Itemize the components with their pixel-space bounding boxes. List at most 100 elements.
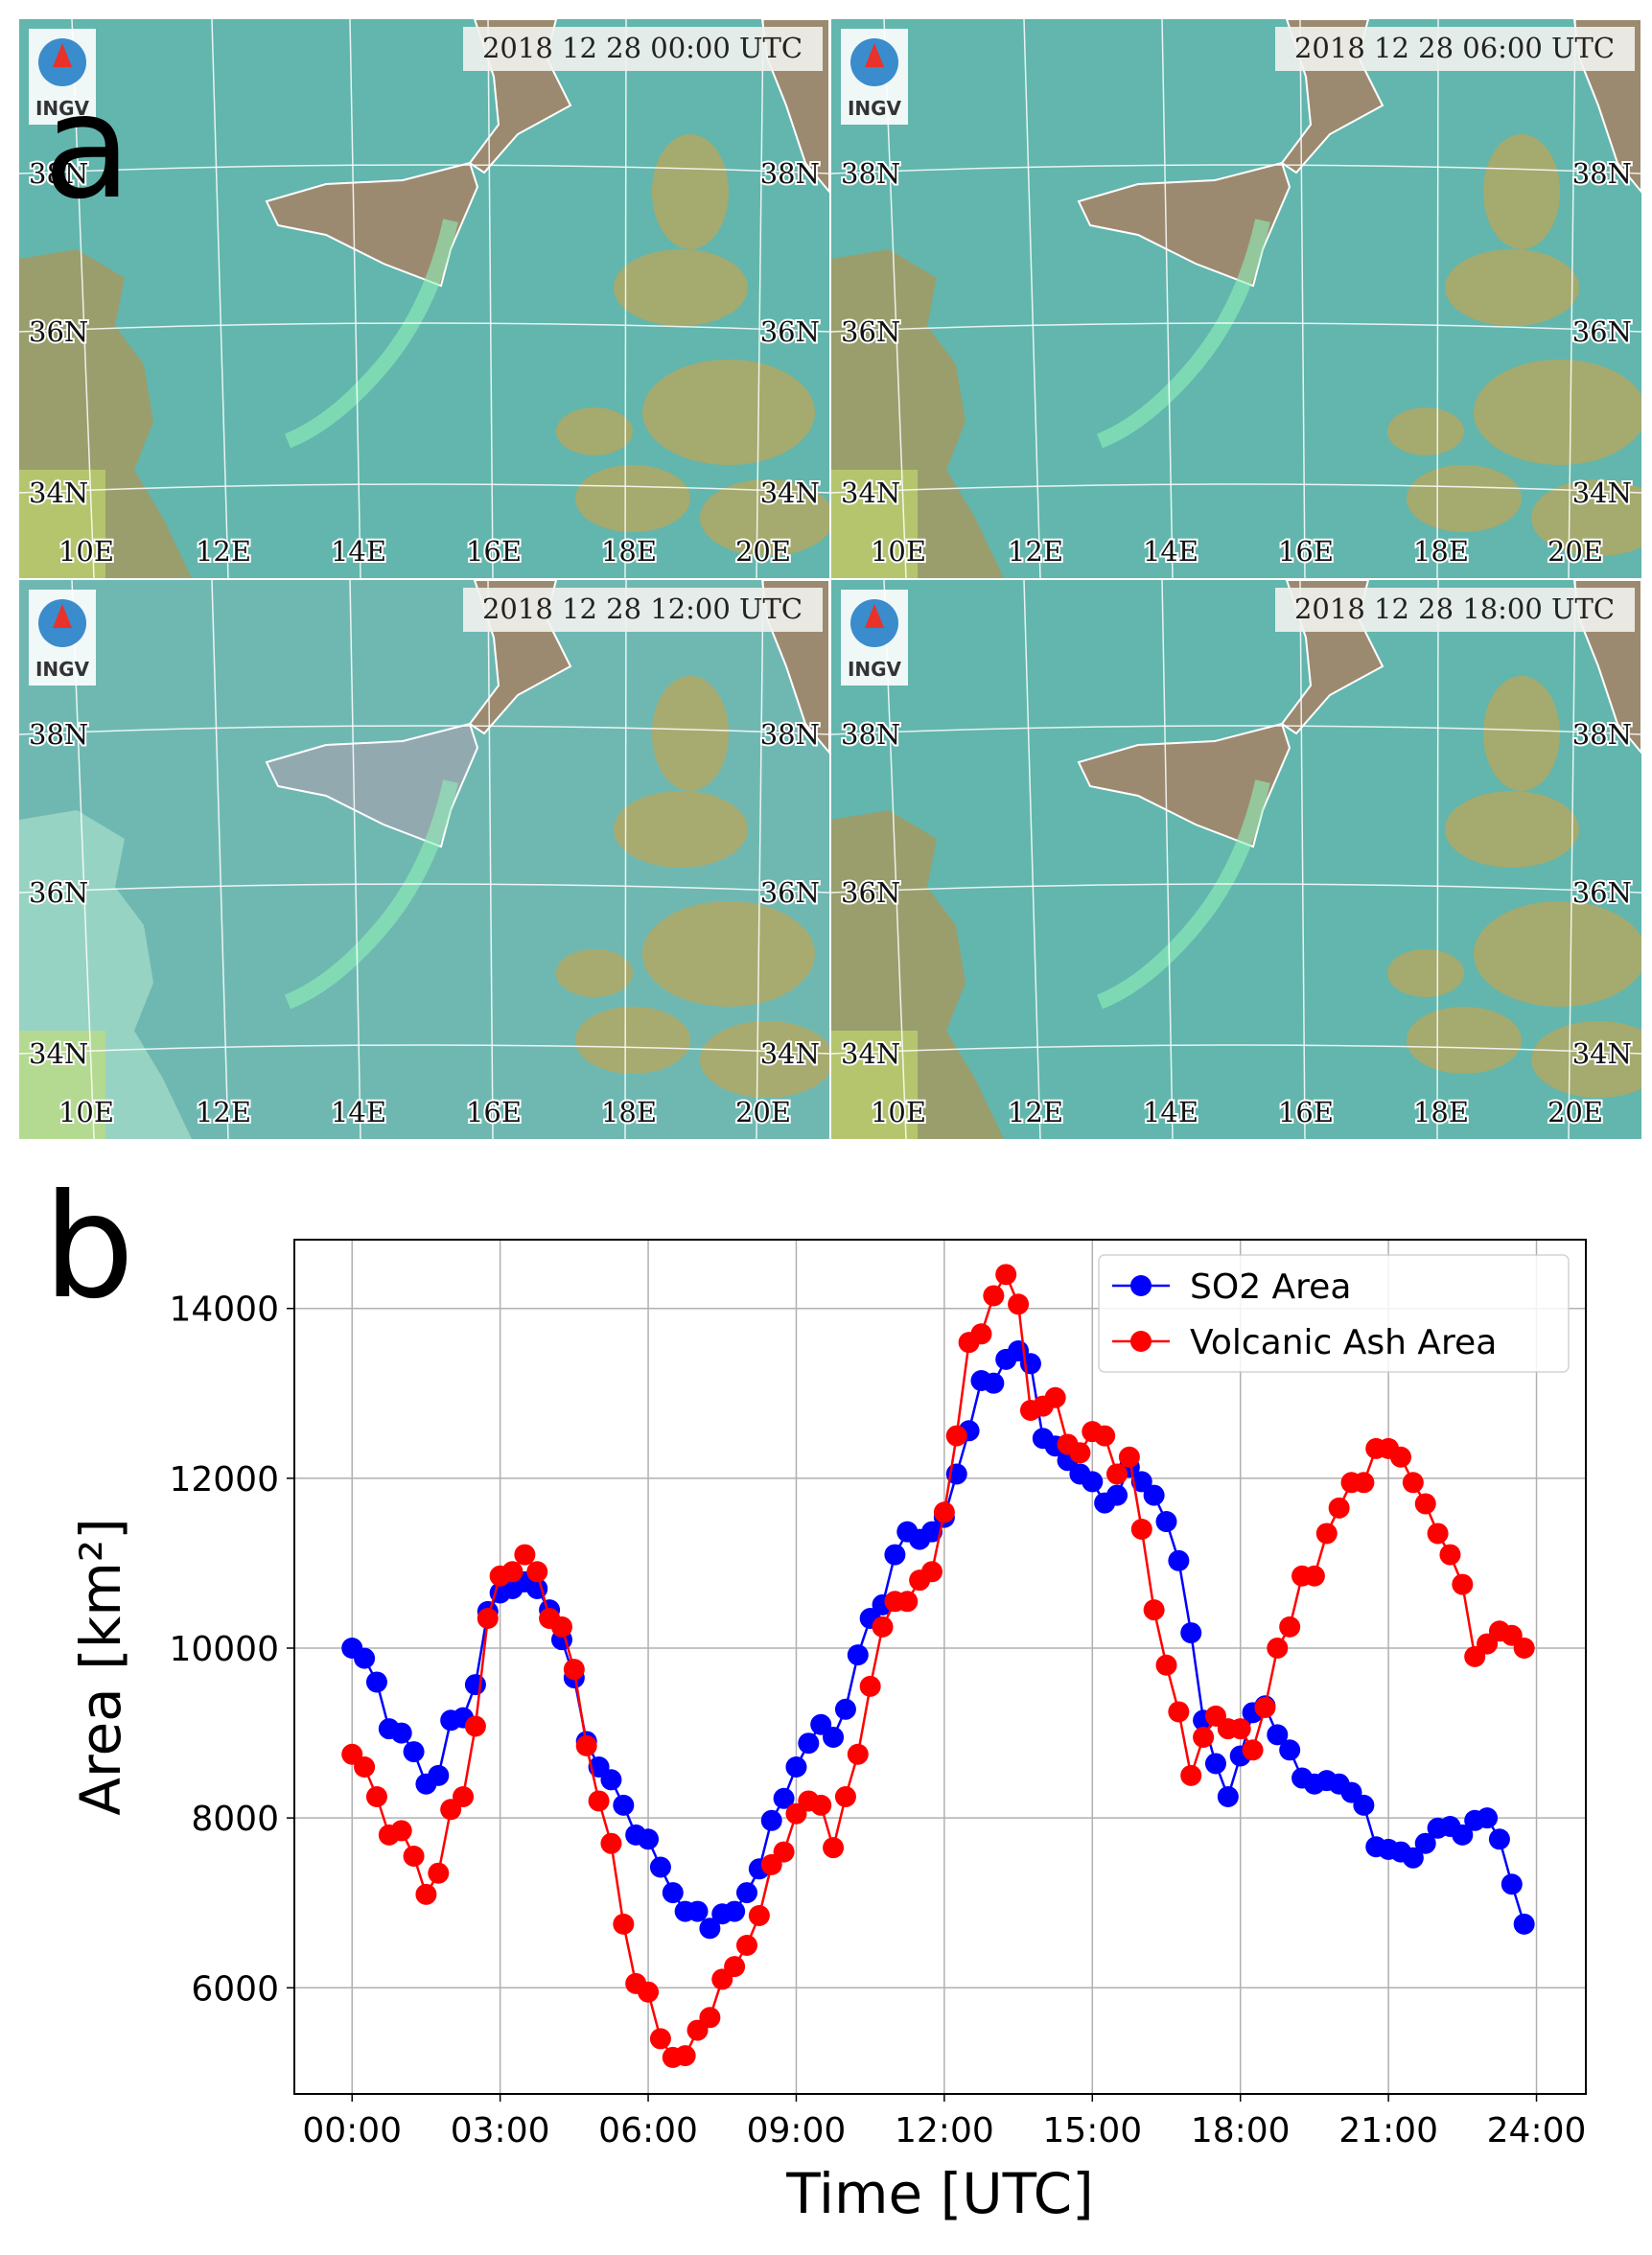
data-point <box>1303 1565 1325 1587</box>
lat-label: 36N <box>841 315 900 348</box>
data-point <box>1242 1739 1264 1761</box>
lat-label: 34N <box>29 477 88 509</box>
cloud <box>652 134 729 249</box>
data-point <box>662 1882 684 1904</box>
data-point <box>1106 1463 1128 1485</box>
data-point <box>699 1918 721 1940</box>
data-point <box>847 1644 869 1666</box>
cloud <box>652 676 729 791</box>
lat-label: 36N <box>1572 876 1632 909</box>
lat-label: 34N <box>760 477 820 509</box>
data-point <box>785 1756 807 1778</box>
data-point <box>365 1671 387 1693</box>
data-point <box>847 1743 869 1765</box>
legend-box <box>1098 1254 1570 1373</box>
data-point <box>1180 1622 1202 1644</box>
data-point <box>649 1856 671 1878</box>
data-point <box>834 1698 856 1720</box>
cloud <box>614 249 748 326</box>
graticule <box>1023 580 1041 1139</box>
logo-text: INGV <box>848 658 902 681</box>
data-point <box>983 1372 1005 1394</box>
cloud <box>1407 1007 1522 1074</box>
data-point <box>477 1608 499 1630</box>
data-point <box>514 1544 536 1566</box>
data-point <box>638 1828 660 1850</box>
satellite-panel: 2018 12 28 12:00 UTC INGV 38N 38N 36N 36N 34N 3… <box>19 580 829 1139</box>
data-point <box>773 1841 795 1863</box>
data-point <box>686 1900 709 1922</box>
lat-label: 34N <box>841 477 900 509</box>
lat-label: 36N <box>841 876 900 909</box>
lon-label: 12E <box>196 535 251 568</box>
satellite-panel: 2018 12 28 00:00 UTC INGV 38N 38N 36N 36N 34N 3… <box>19 19 829 578</box>
data-point <box>760 1809 782 1831</box>
lon-label: 12E <box>1008 1096 1063 1128</box>
lon-label: 14E <box>331 535 386 568</box>
cloud <box>700 479 829 556</box>
data-point <box>1180 1764 1202 1786</box>
data-point <box>1143 1599 1165 1621</box>
x-tick-label: 24:00 <box>1487 2111 1587 2150</box>
cloud <box>642 360 815 465</box>
y-tick-label: 14000 <box>169 1290 279 1330</box>
data-point <box>563 1659 585 1681</box>
graticule <box>19 1044 829 1055</box>
lon-label: 14E <box>1143 535 1198 568</box>
graticule <box>756 580 764 1139</box>
panel-a: 2018 12 28 00:00 UTC INGV 38N 38N 36N 36N 34N 3… <box>19 19 1641 1139</box>
data-point <box>834 1786 856 1808</box>
data-point <box>1094 1425 1116 1447</box>
data-point <box>1217 1786 1239 1808</box>
lat-label: 38N <box>841 157 900 190</box>
lon-label: 18E <box>601 535 657 568</box>
x-tick-label: 15:00 <box>1042 2111 1142 2150</box>
lat-label: 36N <box>760 315 820 348</box>
satellite-panel: 2018 12 28 18:00 UTC INGV 38N 38N 36N 36N 34N 3… <box>831 580 1641 1139</box>
x-tick-label: 12:00 <box>895 2111 994 2150</box>
lat-label: 38N <box>29 157 88 190</box>
cloud <box>1474 901 1641 1007</box>
lat-label: 34N <box>1572 1037 1632 1070</box>
lon-label: 18E <box>1413 535 1469 568</box>
plume <box>284 219 458 449</box>
cloud <box>575 465 690 532</box>
data-point <box>575 1734 597 1756</box>
lat-label: 36N <box>1572 315 1632 348</box>
timestamp-box <box>1275 588 1635 632</box>
satellite-panel: 2018 12 28 06:00 UTC INGV 38N 38N 36N 36N 34N 3… <box>831 19 1641 578</box>
data-point <box>773 1787 795 1809</box>
data-point <box>748 1905 770 1927</box>
data-point <box>1106 1484 1128 1506</box>
data-point <box>1353 1794 1375 1816</box>
graticule <box>831 725 1641 735</box>
data-point <box>735 1935 757 1957</box>
data-point <box>1267 1638 1289 1660</box>
lat-label: 38N <box>841 718 900 751</box>
data-point <box>1155 1511 1177 1533</box>
cloud <box>556 407 633 455</box>
data-point <box>1389 1446 1411 1468</box>
lon-label: 14E <box>1143 1096 1198 1128</box>
data-point <box>945 1425 967 1447</box>
data-point <box>724 1956 746 1978</box>
graticule <box>19 725 829 735</box>
graticule <box>831 322 1641 333</box>
x-tick-label: 03:00 <box>451 2111 550 2150</box>
lon-label: 16E <box>1278 535 1334 568</box>
panel-image <box>19 19 829 578</box>
data-point <box>526 1561 548 1583</box>
data-point <box>1402 1847 1424 1869</box>
x-tick-label: 21:00 <box>1338 2111 1438 2150</box>
cloud <box>1387 949 1464 997</box>
cloud <box>1445 791 1579 868</box>
cloud <box>575 1007 690 1074</box>
lat-label: 38N <box>760 157 820 190</box>
lat-label: 34N <box>1572 477 1632 509</box>
data-point <box>1414 1493 1436 1515</box>
lon-label: 10E <box>58 1096 114 1128</box>
data-point <box>464 1715 486 1737</box>
cloud <box>642 901 815 1007</box>
cloud <box>700 1021 829 1098</box>
